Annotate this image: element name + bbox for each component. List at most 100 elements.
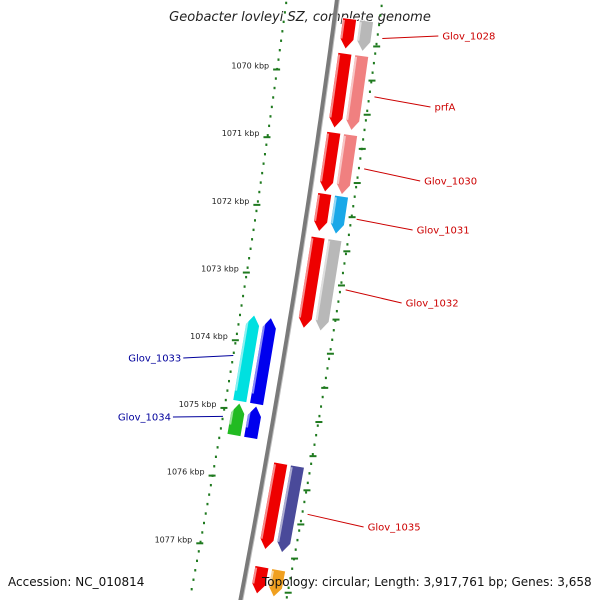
outer-tick-track-dot (347, 233, 350, 237)
glov_1034-gene-cog-arrow (226, 402, 246, 438)
inner-tick-track-dot (262, 162, 265, 165)
gene-label: prfA (434, 103, 455, 114)
outer-tick-track-dot (332, 329, 335, 332)
outer-tick-track-dot (335, 309, 338, 313)
glov_1032-gene-strand-arrow-shine (298, 238, 314, 318)
outer-tick-track-dot (355, 185, 358, 189)
outer-tick-track-dot (378, 23, 381, 27)
glov_1028-gene-cog-arrow-shine (357, 21, 362, 41)
outer-tick-track-dot (305, 491, 308, 494)
inner-tick-track-dot (199, 540, 202, 544)
outer-tick-track-dot (366, 109, 369, 113)
inner-tick-track-dot (269, 115, 272, 118)
inner-tick-track-dot (249, 247, 252, 250)
inner-tick-track-dot (258, 190, 261, 194)
inner-tick-track-dot (285, 1, 288, 5)
outer-tick-track-dot (334, 319, 337, 322)
outer-tick-track-dot (298, 529, 301, 532)
scale-label: 1074 kbp (190, 332, 228, 341)
outer-tick-track-dot (343, 262, 346, 265)
inner-tick-track-dot (219, 427, 222, 430)
scale-label: 1075 kbp (179, 400, 217, 409)
outer-tick-track-dot (316, 424, 319, 427)
inner-tick-track-dot (273, 86, 276, 90)
inner-tick-track-dot (259, 181, 262, 184)
inner-tick-track-dot (201, 531, 204, 534)
inner-tick-track-dot (214, 455, 217, 459)
outer-tick-track-dot (350, 214, 353, 217)
outer-tick-track-dot (328, 357, 331, 361)
label-leader (356, 218, 413, 231)
outer-tick-track-dot (338, 290, 341, 294)
outer-tick-track-dot (320, 405, 323, 408)
inner-tick-track-dot (266, 134, 269, 137)
gene-label: Glov_1033 (128, 354, 181, 365)
outer-tick-track-dot (289, 577, 292, 580)
inner-tick-track-dot (232, 351, 235, 354)
inner-tick-track-dot (190, 587, 193, 591)
outer-tick-track-dot (363, 128, 366, 132)
outer-tick-track-dot (357, 166, 360, 170)
inner-tick-track-dot (239, 313, 242, 317)
scale-label: 1072 kbp (212, 197, 250, 206)
outer-tick-track-dot (375, 42, 378, 46)
genome-summary: Topology: circular; Length: 3,917,761 bp… (262, 575, 592, 589)
inner-tick-track-dot (280, 39, 283, 42)
inner-tick-track-dot (218, 436, 221, 440)
inner-tick-track-dot (213, 465, 216, 468)
glov_1032-gene-cog-arrow (314, 238, 343, 332)
glov_1034-gene-cog-arrow-shine (229, 403, 235, 425)
gene-label: Glov_1031 (417, 226, 470, 237)
inner-tick-track-dot (229, 370, 232, 373)
outer-tick-track-dot (349, 224, 352, 227)
inner-tick-track-dot (216, 446, 219, 449)
inner-tick-track-dot (221, 417, 224, 421)
scale-label: 1077 kbp (155, 535, 193, 544)
label-leader (345, 289, 402, 304)
glov_1035-gene-cog-arrow (276, 464, 305, 554)
inner-tick-track-dot (251, 238, 254, 241)
outer-tick-track-dot (379, 14, 382, 17)
prfa-gene-strand-arrow (328, 51, 353, 129)
outer-tick-track-dot (368, 90, 371, 93)
glov_1033-gene-strand-arrow-shine (251, 318, 267, 394)
inner-tick-track-dot (242, 294, 245, 298)
label-leader (183, 355, 234, 359)
inner-tick-track-dot (192, 578, 195, 581)
inner-tick-track-dot (206, 502, 209, 506)
inner-tick-track-dot (204, 512, 207, 515)
inner-tick-track-dot (223, 408, 226, 411)
prfa-gene-cog-arrow (345, 54, 370, 132)
inner-tick-track-dot (263, 153, 266, 156)
label-leader (172, 415, 223, 418)
outer-tick-track-dot (313, 443, 316, 446)
inner-tick-track-dot (248, 257, 251, 260)
inner-tick-track-dot (278, 48, 281, 52)
outer-tick-track-dot (371, 71, 374, 74)
inner-tick-track-dot (234, 342, 237, 345)
inner-tick-track-dot (231, 361, 234, 364)
outer-tick-track-dot (340, 281, 343, 284)
outer-tick-track-dot (287, 586, 290, 589)
inner-tick-track-dot (208, 493, 211, 496)
outer-tick-track-dot (296, 538, 299, 542)
inner-tick-track-dot (261, 171, 264, 175)
inner-tick-track-dot (240, 304, 243, 307)
outer-tick-track-dot (364, 119, 367, 122)
outer-tick-track-dot (346, 243, 349, 246)
outer-tick-track-dot (294, 548, 297, 551)
gene-label: Glov_1034 (118, 413, 171, 424)
outer-tick-track-dot (291, 567, 294, 570)
glov_1031-gene-cog-arrow-shine (330, 197, 337, 224)
outer-tick-track-dot (331, 338, 334, 341)
inner-tick-track-dot (253, 219, 256, 222)
outer-tick-track-dot (337, 300, 340, 303)
outer-tick-track-dot (359, 157, 362, 160)
outer-tick-track-dot (303, 500, 306, 504)
inner-tick-track-dot (274, 77, 277, 80)
glov_1028-gene-strand-arrow-shine (340, 19, 345, 39)
inner-tick-track-dot (209, 483, 212, 487)
inner-tick-track-dot (203, 521, 206, 525)
accession-label: Accession: NC_010814 (8, 575, 145, 589)
